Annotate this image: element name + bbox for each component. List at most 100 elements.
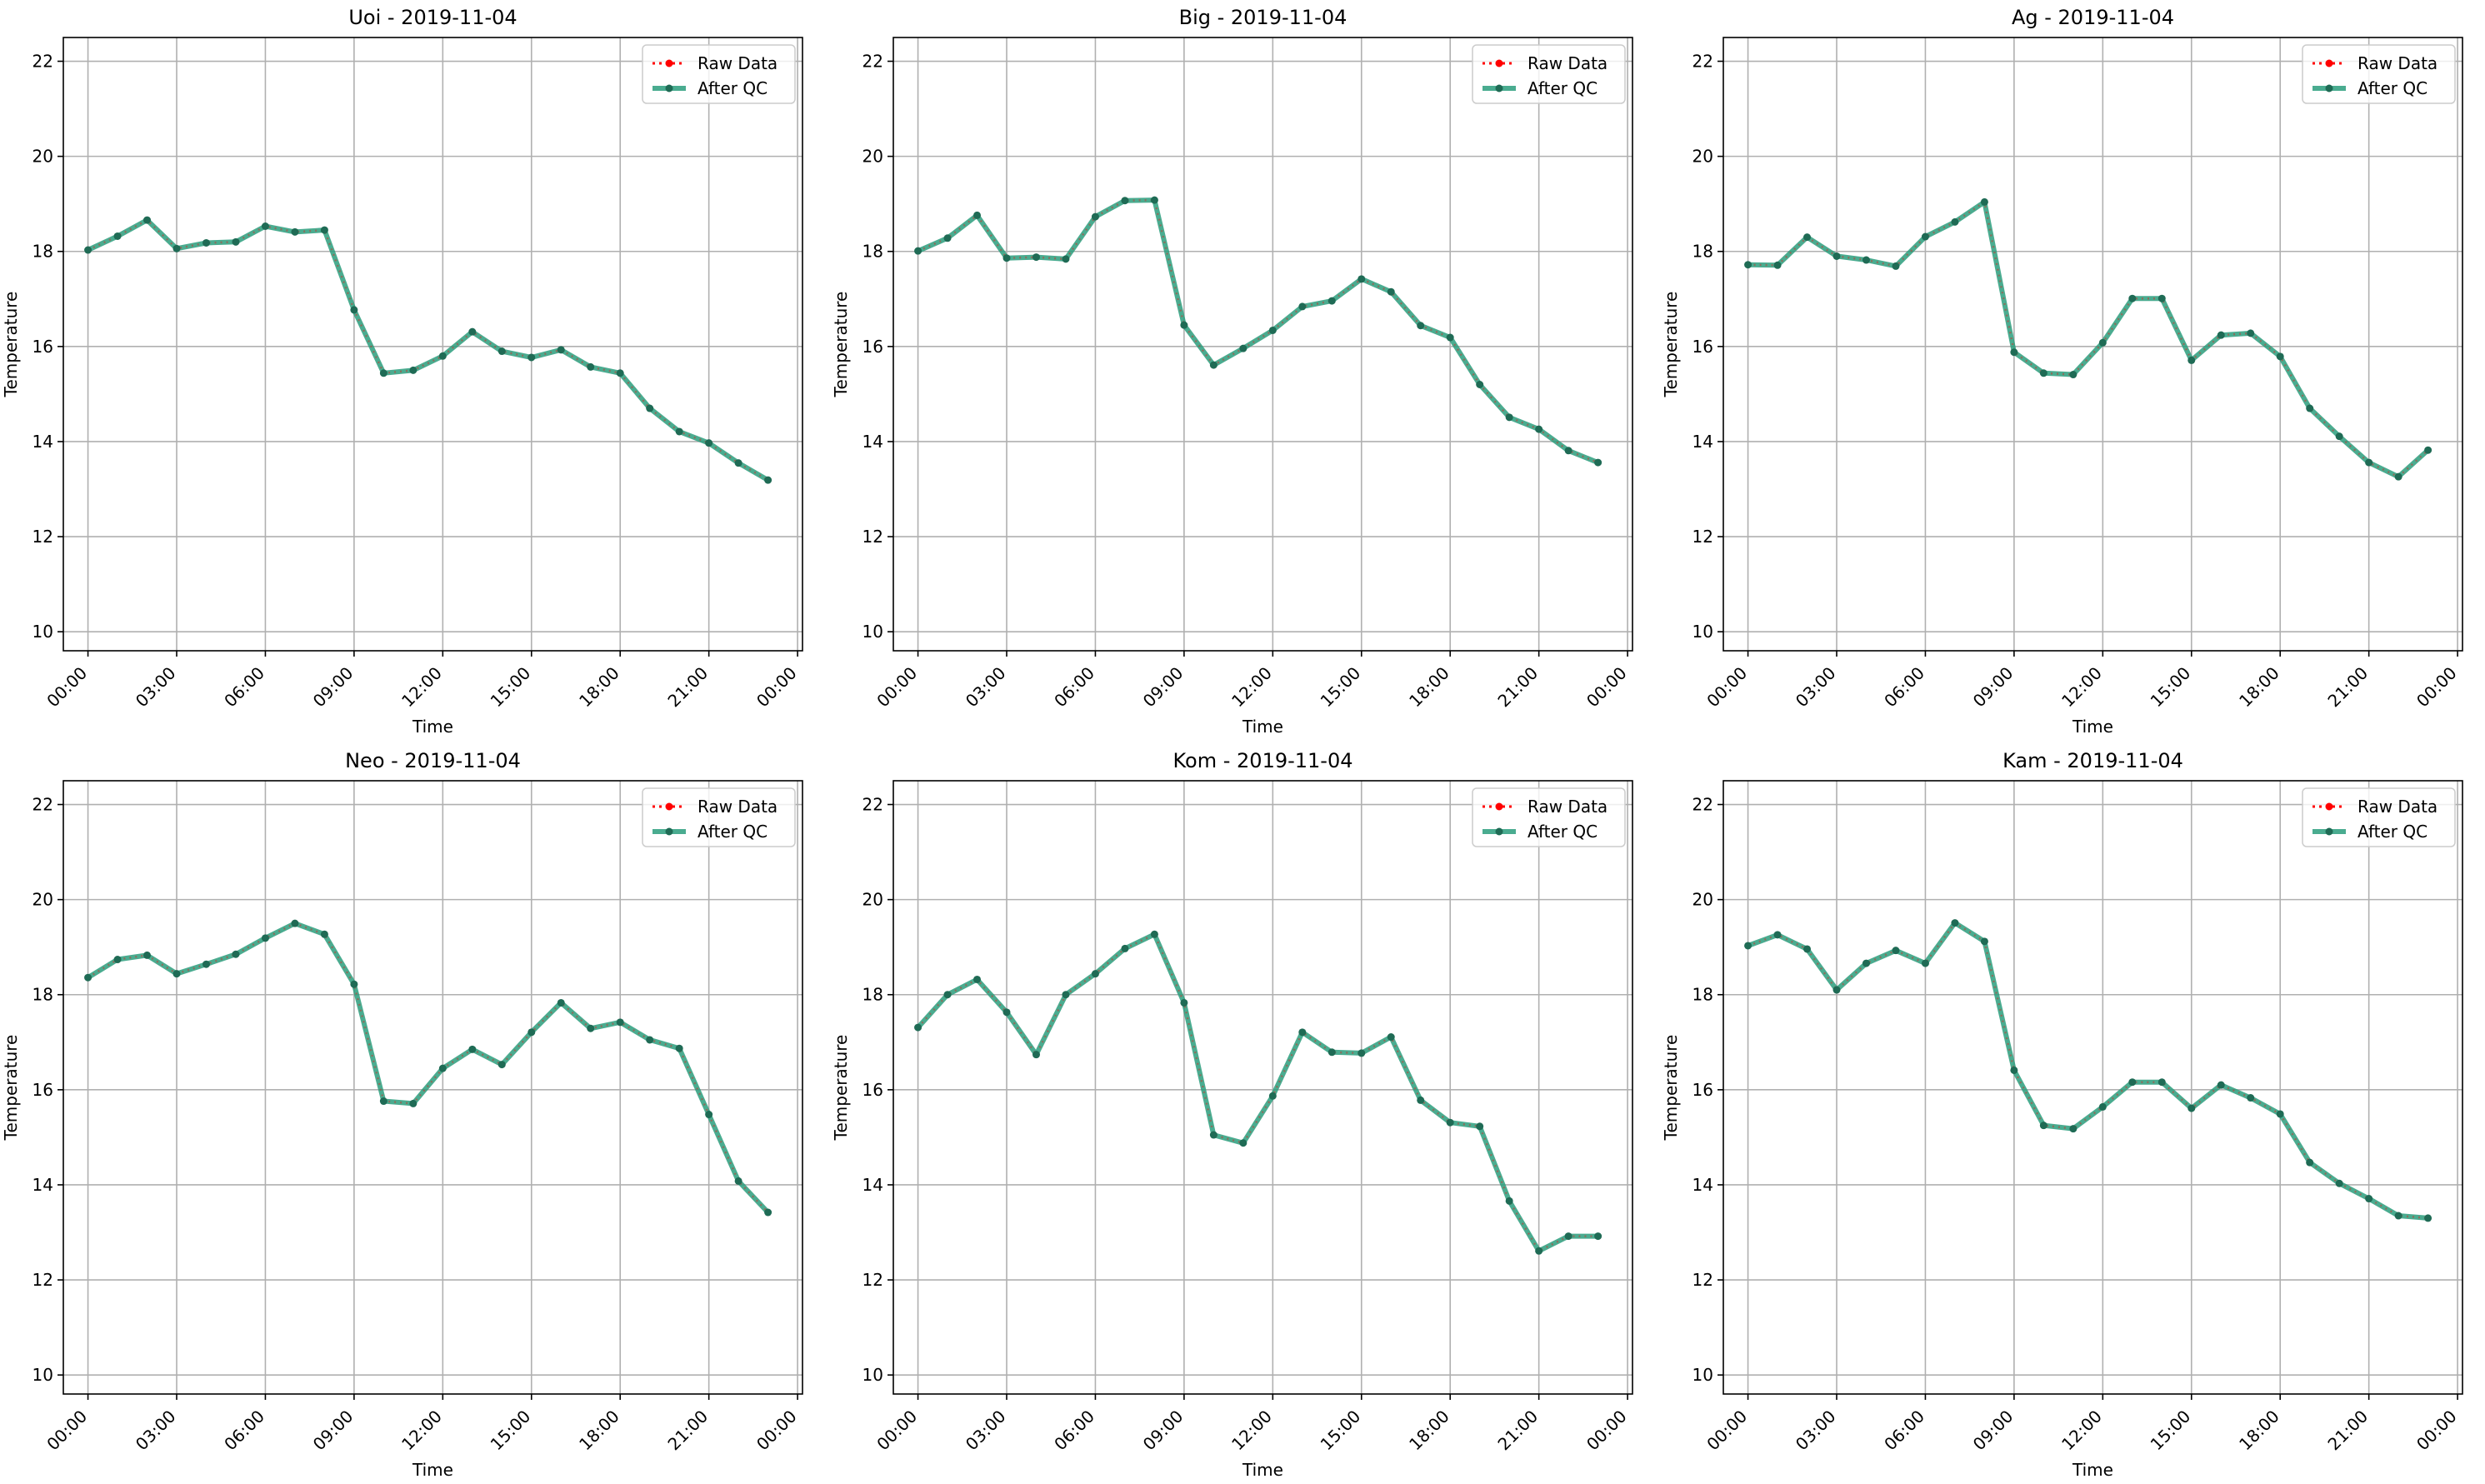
x-tick-label: 06:00 bbox=[1050, 663, 1098, 712]
plot-frame bbox=[892, 37, 1633, 652]
data-point-after-qc bbox=[232, 237, 240, 246]
y-tick-label: 20 bbox=[862, 147, 883, 167]
x-axis-label: Time bbox=[412, 717, 453, 737]
y-tick-label: 16 bbox=[32, 1080, 53, 1100]
legend: Raw Data After QC bbox=[1472, 787, 1626, 847]
chart-title: Uoi - 2019-11-04 bbox=[348, 6, 517, 29]
data-point-after-qc bbox=[1239, 1139, 1248, 1147]
legend-marker-after-qc bbox=[2325, 84, 2333, 92]
data-point-after-qc bbox=[2128, 294, 2137, 302]
data-point-after-qc bbox=[528, 353, 536, 362]
data-point-after-qc bbox=[1446, 1118, 1454, 1127]
data-point-after-qc bbox=[1773, 261, 1782, 269]
y-tick-label: 16 bbox=[862, 337, 883, 357]
x-axis-label: Time bbox=[412, 1460, 453, 1480]
x-axis-label: Time bbox=[1242, 717, 1283, 737]
y-axis-label: Temperature bbox=[1661, 292, 1681, 398]
y-tick-label: 20 bbox=[862, 890, 883, 910]
data-point-after-qc bbox=[914, 1023, 922, 1032]
data-point-after-qc bbox=[1564, 1232, 1572, 1241]
data-point-after-qc bbox=[1268, 326, 1277, 334]
legend-label-raw-data: Raw Data bbox=[698, 797, 778, 817]
legend-label-raw-data: Raw Data bbox=[1528, 53, 1608, 73]
data-point-after-qc bbox=[202, 960, 210, 968]
x-tick-label: 15:00 bbox=[487, 663, 535, 712]
series-line-after-qc bbox=[915, 932, 1601, 1254]
y-axis-label: Temperature bbox=[1, 292, 21, 398]
x-tick-label: 09:00 bbox=[1969, 1407, 2018, 1455]
data-point-after-qc bbox=[498, 1061, 506, 1069]
plot-area bbox=[1723, 37, 2462, 651]
data-point-after-qc bbox=[350, 306, 358, 314]
data-point-after-qc bbox=[2247, 1094, 2255, 1102]
x-tick-label: 18:00 bbox=[2235, 663, 2283, 712]
data-point-after-qc bbox=[1476, 1122, 1484, 1131]
x-tick-label: 00:00 bbox=[1582, 1407, 1631, 1455]
y-tick-label: 14 bbox=[1692, 1175, 1713, 1195]
data-point-after-qc bbox=[202, 238, 210, 247]
data-point-after-qc bbox=[1744, 942, 1752, 950]
plot-frame bbox=[892, 780, 1633, 1395]
y-tick-label: 10 bbox=[862, 622, 883, 642]
data-point-after-qc bbox=[409, 366, 418, 374]
x-tick-label: 12:00 bbox=[2058, 663, 2106, 712]
plot-area bbox=[63, 37, 802, 651]
y-axis-label: Temperature bbox=[1, 1035, 21, 1142]
x-tick-label: 12:00 bbox=[398, 663, 446, 712]
chart-title: Ag - 2019-11-04 bbox=[2012, 6, 2174, 29]
series-line-after-qc bbox=[915, 197, 1601, 466]
data-point-after-qc bbox=[291, 227, 299, 236]
x-tick-label: 03:00 bbox=[962, 663, 1010, 712]
data-point-after-qc bbox=[1744, 261, 1752, 269]
data-point-after-qc bbox=[1298, 1028, 1307, 1037]
data-point-after-qc bbox=[1505, 413, 1513, 422]
y-axis-label: Temperature bbox=[1661, 1035, 1681, 1142]
data-point-after-qc bbox=[2276, 352, 2284, 361]
data-point-after-qc bbox=[616, 1018, 624, 1027]
y-tick-label: 16 bbox=[32, 337, 53, 357]
data-point-after-qc bbox=[1832, 252, 1841, 260]
series-line-raw-data bbox=[918, 198, 1599, 464]
x-tick-label: 09:00 bbox=[1139, 1407, 1188, 1455]
data-point-after-qc bbox=[438, 352, 447, 360]
y-tick-label: 16 bbox=[862, 1080, 883, 1100]
data-point-after-qc bbox=[1892, 262, 1900, 270]
x-tick-label: 12:00 bbox=[1228, 663, 1276, 712]
data-point-after-qc bbox=[734, 1177, 742, 1185]
legend-label-raw-data: Raw Data bbox=[2358, 53, 2438, 73]
data-point-after-qc bbox=[320, 226, 328, 234]
data-point-after-qc bbox=[468, 1045, 477, 1053]
data-point-after-qc bbox=[2098, 338, 2107, 347]
legend-label-after-qc: After QC bbox=[2358, 78, 2428, 98]
x-tick-label: 21:00 bbox=[663, 1407, 712, 1455]
y-tick-label: 16 bbox=[1692, 337, 1713, 357]
y-tick-label: 22 bbox=[1692, 52, 1713, 72]
y-tick-label: 14 bbox=[862, 1175, 883, 1195]
y-tick-label: 18 bbox=[32, 985, 53, 1005]
legend-marker-raw-data bbox=[1495, 59, 1503, 67]
data-point-after-qc bbox=[764, 476, 772, 484]
y-tick-label: 22 bbox=[862, 52, 883, 72]
data-point-after-qc bbox=[1002, 254, 1011, 262]
y-tick-label: 18 bbox=[862, 985, 883, 1005]
x-tick-label: 12:00 bbox=[1228, 1407, 1276, 1455]
data-point-after-qc bbox=[2158, 1078, 2166, 1087]
x-tick-label: 09:00 bbox=[309, 663, 358, 712]
chart-title: Big - 2019-11-04 bbox=[1179, 6, 1348, 29]
y-tick-label: 22 bbox=[32, 795, 53, 815]
data-point-after-qc bbox=[1002, 1008, 1011, 1017]
legend: Raw Data After QC bbox=[2302, 44, 2456, 104]
x-tick-label: 18:00 bbox=[2235, 1407, 2283, 1455]
data-point-after-qc bbox=[1091, 212, 1099, 221]
y-tick-label: 20 bbox=[32, 890, 53, 910]
data-point-after-qc bbox=[2010, 1066, 2018, 1074]
data-point-after-qc bbox=[2188, 356, 2196, 364]
x-tick-label: 15:00 bbox=[1317, 663, 1365, 712]
x-tick-label: 12:00 bbox=[398, 1407, 446, 1455]
plot-frame bbox=[1722, 37, 2463, 652]
data-point-after-qc bbox=[1951, 919, 1959, 927]
data-point-after-qc bbox=[1951, 217, 1959, 226]
plot-area bbox=[63, 781, 802, 1394]
data-point-after-qc bbox=[914, 247, 922, 255]
data-point-after-qc bbox=[2098, 1102, 2107, 1111]
